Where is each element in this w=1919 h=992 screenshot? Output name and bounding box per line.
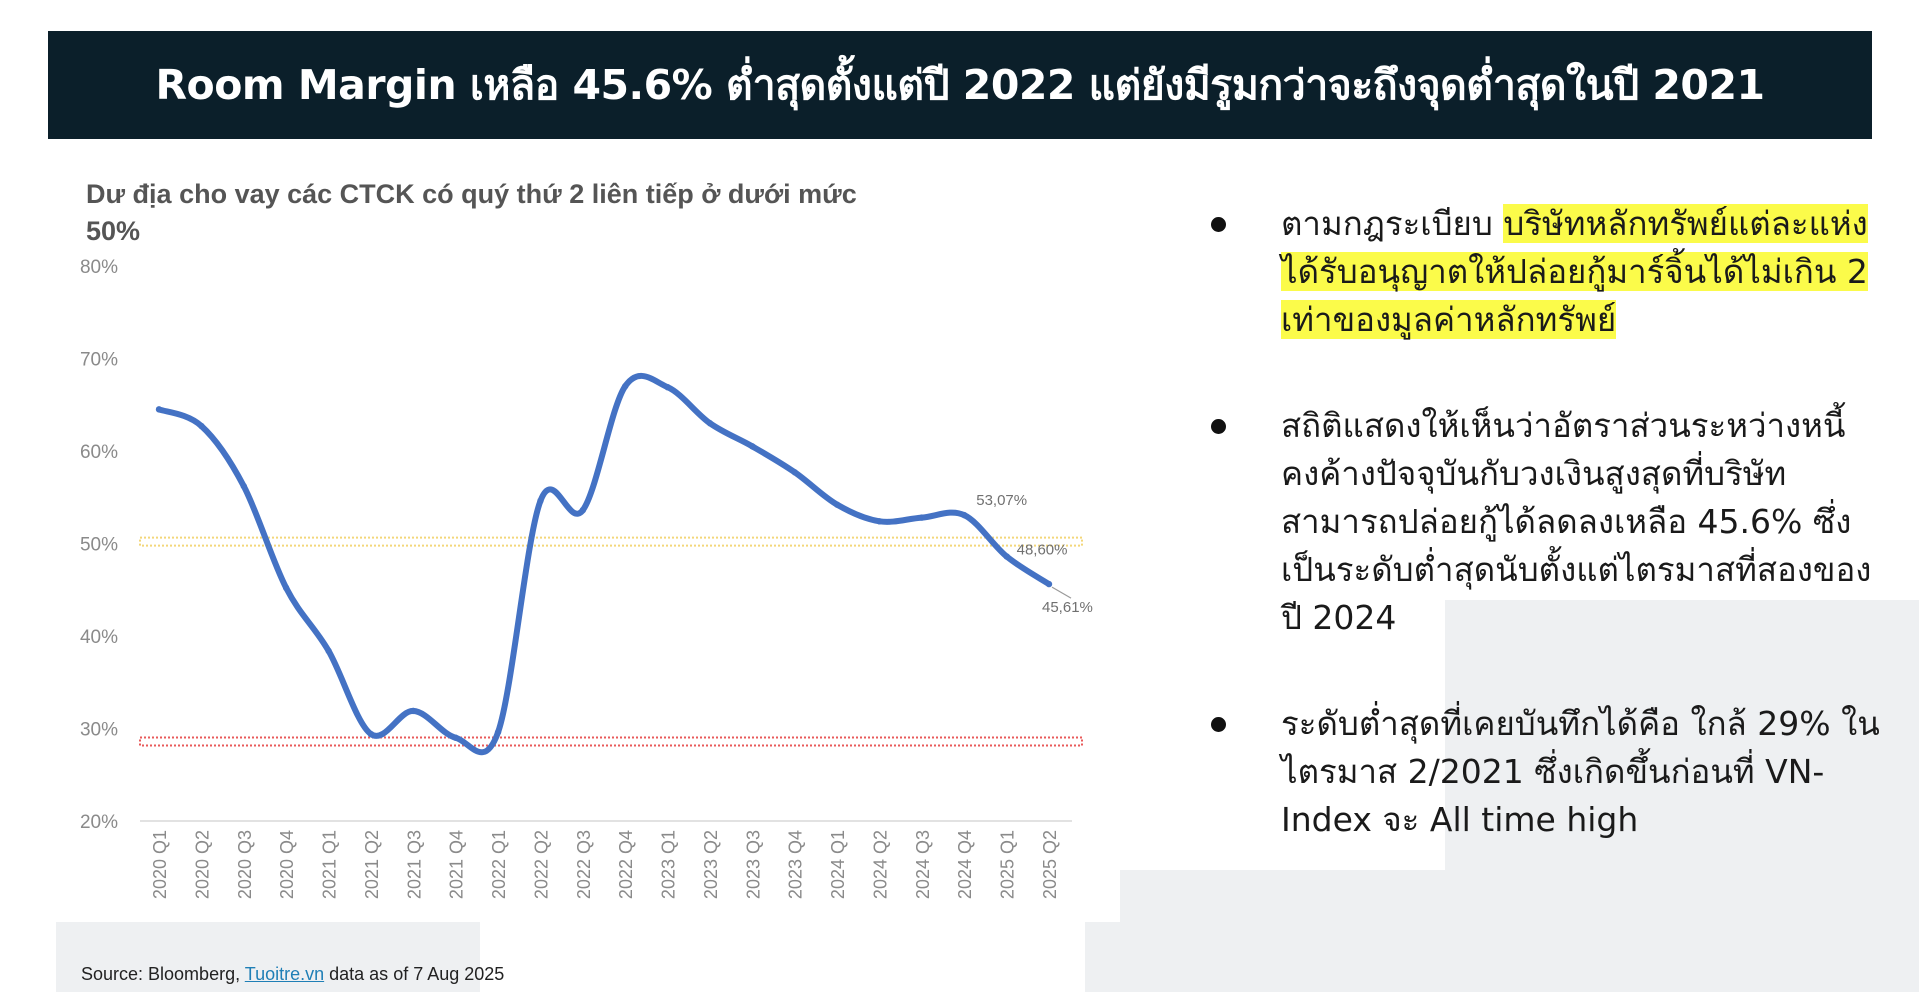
y-tick-label: 20% xyxy=(80,812,118,833)
data-point xyxy=(240,482,247,490)
x-tick-label: 2022 Q1 xyxy=(489,830,509,899)
x-tick-label: 2023 Q1 xyxy=(659,830,679,899)
data-point xyxy=(621,383,629,390)
data-point xyxy=(367,730,375,738)
source-link[interactable]: Tuoitre.vn xyxy=(244,964,325,984)
page-header: Room Margin เหลือ 45.6% ต่ำสุดตั้งแต่ปี … xyxy=(48,31,1872,139)
background-panel xyxy=(1445,600,1919,992)
data-point xyxy=(791,469,798,476)
data-point xyxy=(579,507,587,514)
x-tick-label: 2021 Q1 xyxy=(320,830,340,899)
x-tick-label: 2023 Q4 xyxy=(786,830,806,899)
data-point xyxy=(325,647,332,654)
y-tick-label: 50% xyxy=(80,535,118,556)
x-tick-label: 2023 Q2 xyxy=(701,830,721,899)
x-tick-label: 2024 Q2 xyxy=(870,830,890,899)
y-tick-label: 70% xyxy=(80,350,118,371)
data-point xyxy=(198,422,205,430)
x-tick-label: 2025 Q1 xyxy=(998,830,1018,899)
data-point xyxy=(961,511,968,519)
chart-title: Dư địa cho vay các CTCK có quý thứ 2 liê… xyxy=(86,179,857,246)
x-tick-label: 2020 Q1 xyxy=(150,830,170,899)
data-point xyxy=(706,420,714,427)
x-tick-label: 2022 Q2 xyxy=(531,830,551,899)
x-tick-label: 2021 Q3 xyxy=(404,830,424,899)
source-note: Source: Bloomberg, Tuoitre.vn data as of… xyxy=(81,964,504,985)
bullet-dot-icon xyxy=(1211,419,1226,434)
bullet-list: ตามกฎระเบียบ บริษัทหลักทรัพย์แต่ละแห่งได… xyxy=(1203,200,1883,902)
y-tick-label: 60% xyxy=(80,442,118,463)
x-tick-label: 2020 Q3 xyxy=(235,830,255,899)
source-prefix: Source: Bloomberg, xyxy=(81,964,245,984)
bullet-item: ตามกฎระเบียบ บริษัทหลักทรัพย์แต่ละแห่งได… xyxy=(1203,200,1883,344)
x-tick-label: 2024 Q4 xyxy=(955,830,975,899)
data-point xyxy=(664,383,671,391)
data-point xyxy=(494,729,502,736)
data-point xyxy=(537,497,544,505)
bullet-text: สถิติแสดงให้เห็นว่าอัตราส่วนระหว่างหนี้ค… xyxy=(1281,406,1872,637)
x-tick-label: 2020 Q4 xyxy=(277,830,297,899)
data-point xyxy=(282,584,290,592)
data-point xyxy=(155,406,163,413)
series-line xyxy=(156,372,1052,756)
bullet-dot-icon xyxy=(1211,217,1226,232)
data-point xyxy=(452,734,459,741)
data-label: 53,07% xyxy=(976,492,1027,509)
data-label: 48,60% xyxy=(1017,541,1068,558)
x-tick-label: 2020 Q2 xyxy=(192,830,212,899)
threshold-29-line xyxy=(139,736,1083,747)
page-title: Room Margin เหลือ 45.6% ต่ำสุดตั้งแต่ปี … xyxy=(155,60,1765,109)
x-tick-label: 2023 Q3 xyxy=(743,830,763,899)
data-label: 45,61% xyxy=(1042,599,1093,616)
x-tick-label: 2024 Q3 xyxy=(913,830,933,899)
x-tick-label: 2021 Q2 xyxy=(362,830,382,899)
bullet-item: ระดับต่ำสุดที่เคยบันทึกได้คือ ใกล้ 29% ใ… xyxy=(1203,700,1883,844)
x-tick-label: 2024 Q1 xyxy=(828,830,848,899)
source-suffix: data as of 7 Aug 2025 xyxy=(324,964,505,984)
y-tick-label: 40% xyxy=(80,627,118,648)
bullet-text: ระดับต่ำสุดที่เคยบันทึกได้คือ ใกล้ 29% ใ… xyxy=(1281,704,1880,839)
data-point xyxy=(1045,580,1053,588)
background-panel xyxy=(56,922,480,992)
y-tick-label: 80% xyxy=(80,257,118,278)
bullet-dot-icon xyxy=(1211,717,1226,732)
threshold-50-line xyxy=(139,536,1083,547)
bullet-item: สถิติแสดงให้เห็นว่าอัตราส่วนระหว่างหนี้ค… xyxy=(1203,402,1883,642)
data-point xyxy=(410,707,417,715)
x-tick-label: 2022 Q3 xyxy=(574,830,594,899)
bullet-text: ตามกฎระเบียบ xyxy=(1281,204,1504,243)
x-tick-label: 2021 Q4 xyxy=(447,830,467,899)
data-point xyxy=(918,514,926,521)
background-panel xyxy=(1120,870,1445,992)
data-point xyxy=(833,501,841,508)
annotation-leader-line xyxy=(1051,586,1072,599)
x-tick-label: 2025 Q2 xyxy=(1040,830,1060,899)
data-point xyxy=(1003,553,1010,560)
y-tick-label: 30% xyxy=(80,720,118,741)
x-tick-label: 2022 Q4 xyxy=(616,830,636,899)
background-panel xyxy=(1085,922,1125,992)
data-point xyxy=(876,518,883,525)
data-point xyxy=(749,443,756,450)
